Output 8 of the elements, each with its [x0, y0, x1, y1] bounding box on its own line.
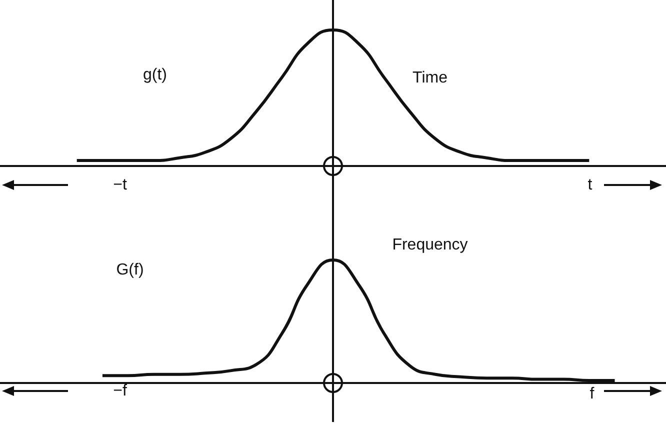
text: f: [590, 386, 595, 402]
annotation: Time: [412, 70, 448, 86]
text: −t: [113, 176, 128, 194]
text: t: [588, 176, 593, 194]
annotation: g(t): [143, 66, 167, 84]
annotation: −f: [113, 382, 128, 400]
text: Frequency: [392, 236, 468, 254]
annotation: G(f): [116, 262, 144, 278]
